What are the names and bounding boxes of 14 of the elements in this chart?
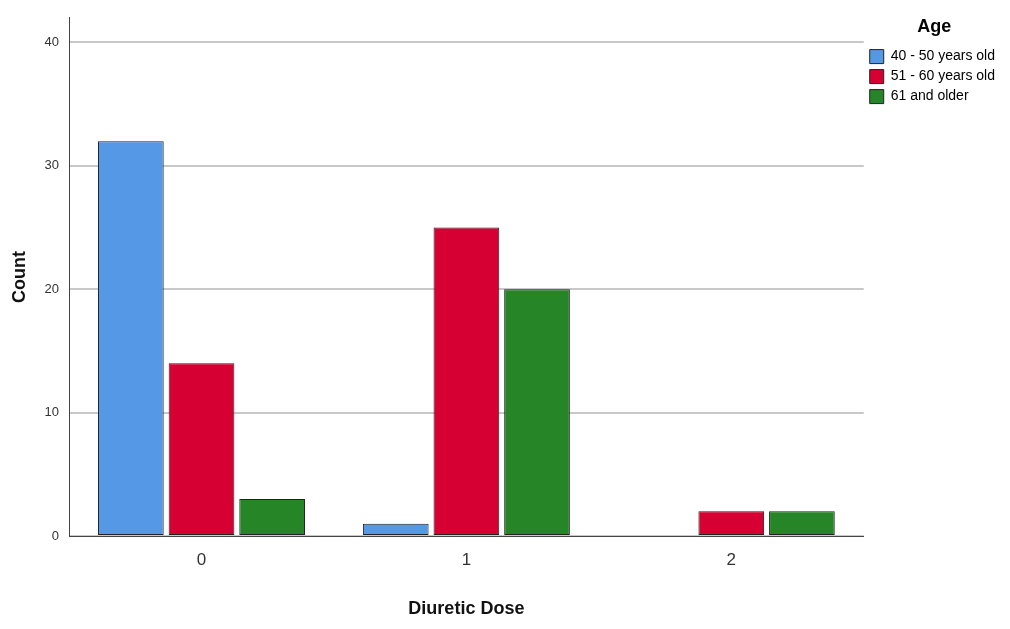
x-tick-label: 0 (196, 549, 207, 569)
x-tick-label: 2 (726, 549, 737, 569)
y-tick-label: 10 (44, 404, 60, 420)
legend-label: 61 and older (890, 87, 969, 104)
legend-title: Age (917, 15, 952, 36)
x-tick-label: 1 (461, 549, 472, 569)
y-tick-label: 40 (44, 34, 60, 50)
legend-label: 40 - 50 years old (890, 47, 996, 64)
y-tick-label: 0 (51, 527, 60, 543)
x-axis-title: Diuretic Dose (408, 598, 525, 619)
legend-label: 51 - 60 years old (890, 67, 996, 84)
y-axis-title: Count (8, 250, 29, 303)
y-tick-label: 30 (44, 157, 60, 173)
y-tick-label: 20 (44, 280, 60, 296)
